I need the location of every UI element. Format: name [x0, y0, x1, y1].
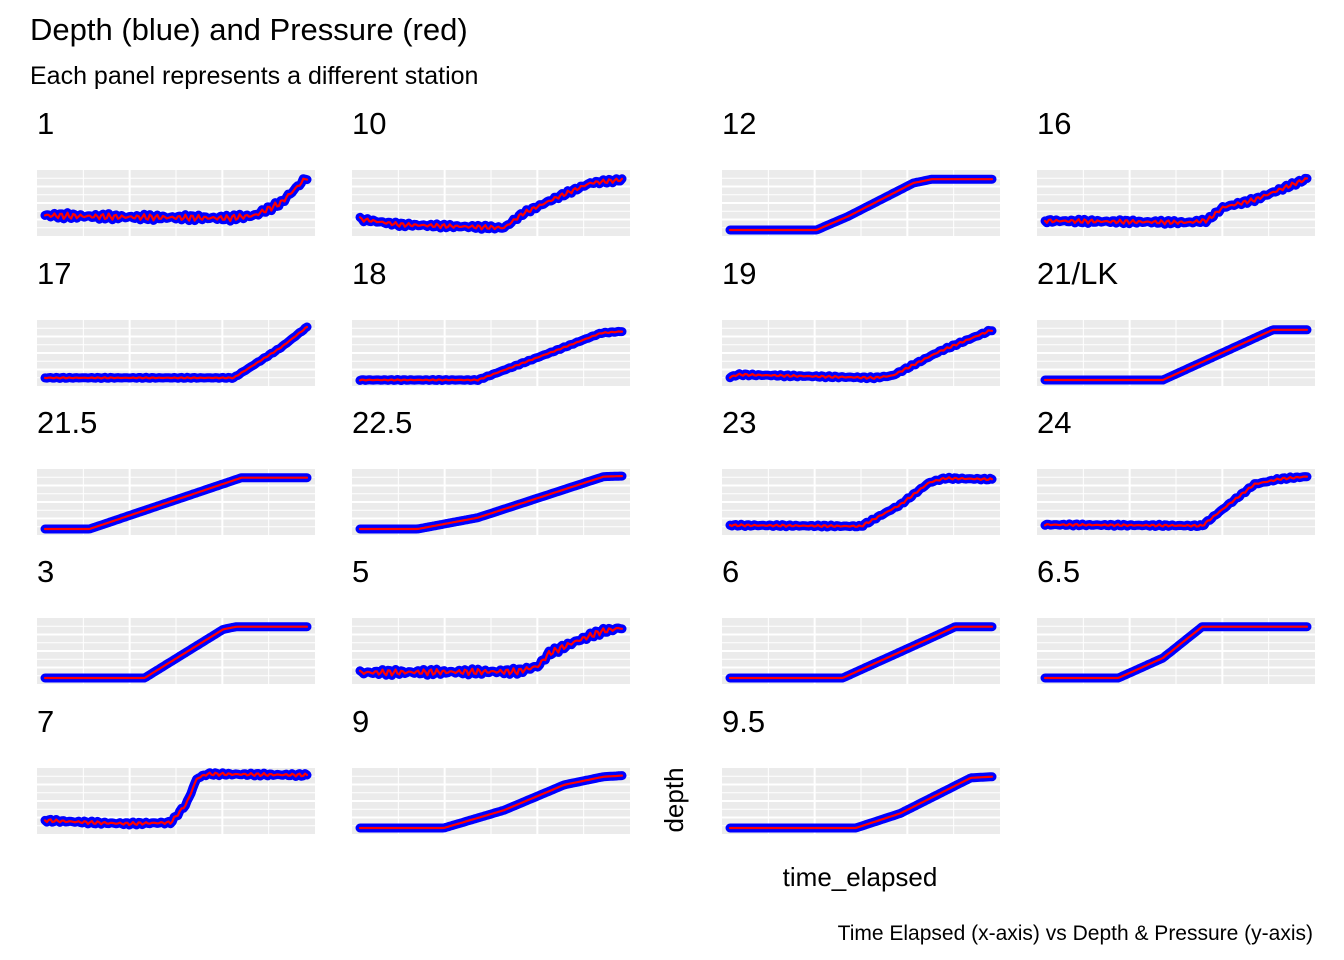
panel-label: 5	[352, 554, 369, 589]
panel: 5	[352, 554, 630, 684]
panel-label: 1	[37, 106, 54, 141]
pressure-line	[358, 177, 624, 231]
panel: 19	[722, 256, 1000, 386]
chart-caption: Time Elapsed (x-axis) vs Depth & Pressur…	[838, 922, 1313, 945]
pressure-line	[1043, 177, 1309, 226]
pressure-line	[43, 476, 309, 531]
panel-label: 9.5	[722, 704, 765, 739]
pressure-line	[358, 330, 624, 382]
panel: 21.5	[37, 405, 315, 535]
panel-label: 17	[37, 256, 71, 291]
panel: 24	[1037, 405, 1315, 535]
pressure-line	[43, 771, 309, 827]
pressure-line	[728, 476, 994, 529]
pressure-line	[1043, 475, 1309, 528]
panel: 9	[352, 704, 630, 834]
panel: 21/LK	[1037, 256, 1315, 386]
panel-label: 23	[722, 405, 756, 440]
panel-label: 18	[352, 256, 386, 291]
panel-label: 16	[1037, 106, 1071, 141]
chart-subtitle: Each panel represents a different statio…	[30, 62, 478, 90]
panel: 6.5	[1037, 554, 1315, 684]
pressure-line	[358, 774, 624, 830]
facet-panels: 1 10 12 16 17 18 19 21/LK 21.5 22.5 23 24 3 5 6 6.5 7 9 9.…	[37, 106, 1315, 834]
panel: 9.5	[722, 704, 1000, 834]
panel-label: 6	[722, 554, 739, 589]
pressure-line	[728, 775, 994, 830]
panel-label: 21.5	[37, 405, 97, 440]
panel: 1	[37, 106, 315, 236]
panel: 10	[352, 106, 630, 236]
panel-label: 22.5	[352, 405, 412, 440]
panel: 22.5	[352, 405, 630, 535]
pressure-line	[43, 325, 309, 380]
panel: 18	[352, 256, 630, 386]
x-axis-title: time_elapsed	[783, 862, 938, 892]
panel: 23	[722, 405, 1000, 535]
pressure-line	[43, 625, 309, 680]
pressure-line	[728, 329, 994, 380]
panel: 3	[37, 554, 315, 684]
panel: 7	[37, 704, 315, 834]
panel-label: 10	[352, 106, 386, 141]
panel-label: 21/LK	[1037, 256, 1118, 291]
panel-label: 9	[352, 704, 369, 739]
panel-label: 3	[37, 554, 54, 589]
panel: 6	[722, 554, 1000, 684]
panel-label: 24	[1037, 405, 1071, 440]
pressure-line	[1043, 328, 1309, 382]
panel: 17	[37, 256, 315, 386]
panel-label: 12	[722, 106, 756, 141]
pressure-line	[728, 178, 994, 232]
panel-label: 19	[722, 256, 756, 291]
panel: 12	[722, 106, 1000, 236]
y-axis-title: depth	[659, 767, 689, 832]
pressure-line	[1043, 625, 1309, 680]
panel: 16	[1037, 106, 1315, 236]
panel-label: 7	[37, 704, 54, 739]
pressure-line	[728, 625, 994, 680]
pressure-line	[43, 177, 309, 223]
pressure-line	[358, 626, 624, 677]
pressure-line	[358, 475, 624, 531]
panel-label: 6.5	[1037, 554, 1080, 589]
chart-title: Depth (blue) and Pressure (red)	[30, 12, 468, 47]
